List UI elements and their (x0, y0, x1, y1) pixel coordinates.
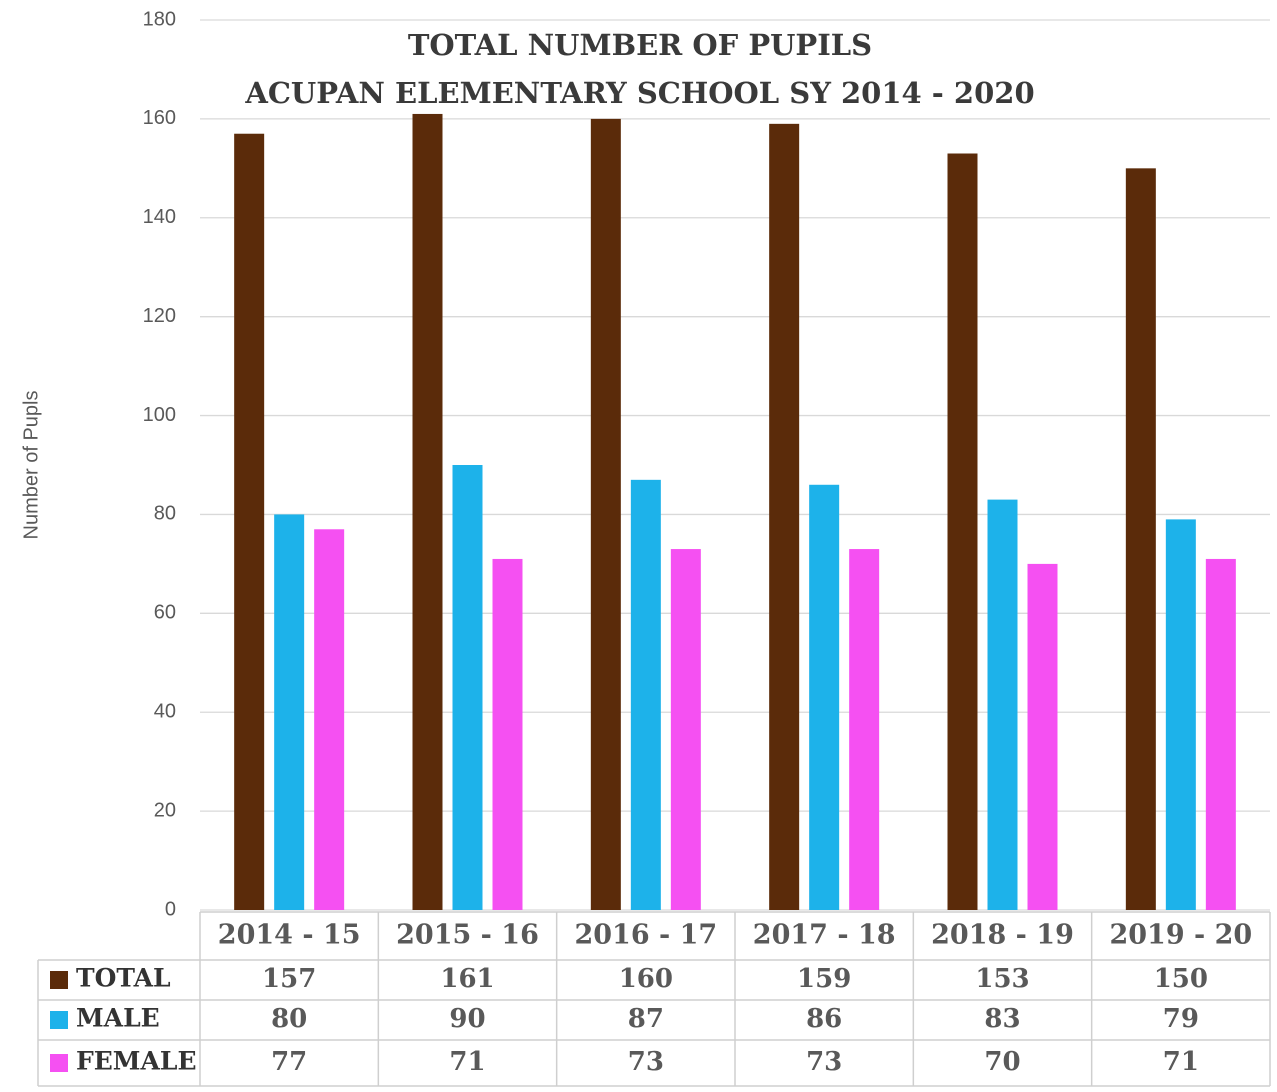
data-label: 86 (806, 1004, 842, 1034)
bar (1126, 168, 1156, 910)
y-tick-label: 160 (143, 107, 176, 129)
bar (413, 114, 443, 910)
data-label: 153 (975, 964, 1029, 994)
bar (1166, 519, 1196, 910)
bar (948, 154, 978, 911)
bar (1206, 559, 1236, 910)
bar (314, 529, 344, 910)
x-tick-label: 2018 - 19 (931, 920, 1074, 951)
x-tick-label: 2014 - 15 (218, 920, 361, 951)
legend-label: TOTAL (76, 964, 171, 993)
data-label: 73 (806, 1047, 842, 1077)
data-label: 71 (449, 1047, 485, 1077)
bar (809, 485, 839, 910)
y-tick-label: 180 (143, 8, 176, 30)
chart: TOTAL NUMBER OF PUPILS ACUPAN ELEMENTARY… (0, 0, 1277, 1092)
data-label: 73 (628, 1047, 664, 1077)
x-tick-label: 2016 - 17 (574, 920, 717, 951)
bar (631, 480, 661, 910)
data-label: 83 (984, 1004, 1020, 1034)
data-label: 71 (1163, 1047, 1199, 1077)
data-label: 77 (271, 1047, 307, 1077)
bar (1028, 564, 1058, 910)
chart-title: TOTAL NUMBER OF PUPILS (408, 28, 872, 62)
bar (453, 465, 483, 910)
legend-swatch (50, 971, 68, 989)
y-tick-label: 40 (154, 701, 176, 723)
y-tick-label: 140 (143, 206, 176, 228)
legend-swatch (50, 1011, 68, 1029)
y-tick-label: 0 (165, 898, 176, 920)
x-tick-label: 2019 - 20 (1109, 920, 1252, 951)
y-tick-label: 120 (143, 305, 176, 327)
data-label: 160 (619, 964, 673, 994)
legend-label: FEMALE (76, 1047, 197, 1076)
y-tick-label: 60 (154, 602, 176, 624)
data-label: 87 (628, 1004, 664, 1034)
y-tick-label: 100 (143, 404, 176, 426)
legend-label: MALE (76, 1004, 160, 1033)
bar (493, 559, 523, 910)
y-tick-label: 80 (154, 503, 176, 525)
data-label: 80 (271, 1004, 307, 1034)
chart-subtitle: ACUPAN ELEMENTARY SCHOOL SY 2014 - 2020 (244, 76, 1034, 110)
data-label: 70 (984, 1047, 1020, 1077)
bar (274, 514, 304, 910)
data-label: 90 (449, 1004, 485, 1034)
data-label: 150 (1154, 964, 1208, 994)
data-label: 161 (440, 964, 494, 994)
bar (234, 134, 264, 910)
data-label: 159 (797, 964, 851, 994)
bar (849, 549, 879, 910)
y-axis-title: Number of Pupls (20, 391, 42, 540)
y-tick-label: 20 (154, 799, 176, 821)
data-label: 79 (1163, 1004, 1199, 1034)
bar (988, 500, 1018, 910)
legend-swatch (50, 1054, 68, 1072)
data-label: 157 (262, 964, 316, 994)
bar (591, 119, 621, 910)
x-tick-label: 2017 - 18 (753, 920, 896, 951)
x-tick-label: 2015 - 16 (396, 920, 539, 951)
bar (769, 124, 799, 910)
bar (671, 549, 701, 910)
